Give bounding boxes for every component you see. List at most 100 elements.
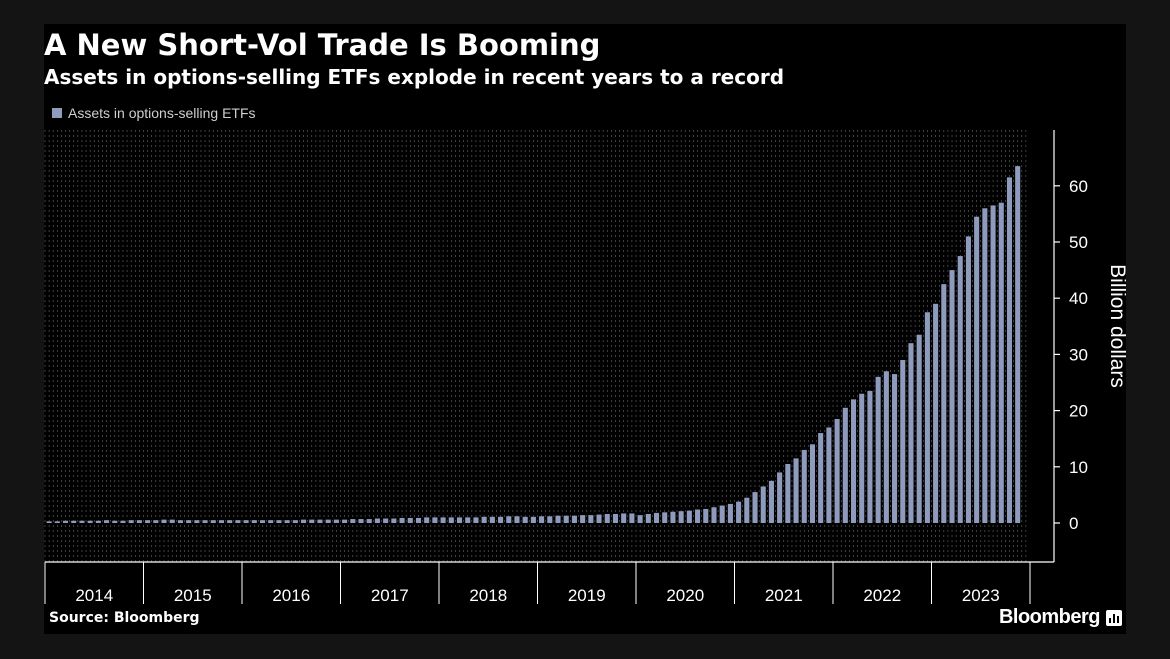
y-tick-label: 60 [1069,177,1088,196]
bar [112,520,118,523]
bar [530,516,536,523]
legend-label: Assets in options-selling ETFs [68,105,256,121]
bar [850,399,857,523]
bar [153,520,159,523]
bar [325,519,331,523]
bar [71,520,77,523]
bar [719,505,725,523]
bar [924,312,930,523]
bar [818,433,824,523]
bar [251,520,257,523]
bar [46,521,52,523]
y-axis-label: Billion dollars [1106,264,1126,388]
bar [514,516,520,523]
bar [809,444,816,523]
x-tick-label: 2022 [863,586,901,604]
bar [424,517,430,523]
x-tick-labels: 2014 2015 2016 2017 2018 2019 2020 2021 2022 2023 [75,586,999,604]
bar [54,521,60,523]
bar [900,360,906,523]
bar [145,520,151,523]
bar [695,509,701,523]
bar [292,520,298,523]
bar [62,520,69,523]
bar [760,486,766,523]
bar [949,270,955,523]
bar [1006,177,1013,523]
bar [309,519,315,523]
bar [350,519,356,523]
bar [834,419,840,523]
legend: Assets in options-selling ETFs [52,105,256,121]
bar [358,519,364,523]
bar [793,458,799,523]
bar [916,334,922,523]
bar [645,514,651,523]
bar [908,343,914,523]
bar [859,393,865,523]
y-tick-label: 50 [1069,233,1088,252]
bar [785,463,791,523]
bar [407,517,413,523]
bar [194,520,200,523]
bar [186,520,192,523]
bar [1015,166,1021,523]
x-tick-label: 2020 [666,586,704,604]
bar [670,511,676,523]
bar [333,519,339,523]
bar [210,520,216,523]
bar [768,480,774,523]
bar [506,516,512,523]
bar [235,520,241,523]
bar [621,513,627,523]
x-tick-label: 2016 [272,586,310,604]
bar [366,519,372,523]
bar [957,256,963,523]
bar [711,507,717,523]
bar [974,216,980,523]
bar [612,514,619,523]
bar [342,519,348,523]
bar [982,208,988,523]
y-tick-label: 10 [1069,458,1088,477]
legend-swatch [52,108,62,118]
bar [867,390,873,523]
bar [268,520,274,523]
bar [489,516,495,523]
bar [933,303,939,523]
bar [317,519,323,523]
chart-subtitle: Assets in options-selling ETFs explode i… [44,65,785,89]
bar [941,284,947,523]
chart-frame: A New Short-Vol Trade Is Booming Assets … [44,24,1126,634]
bar [169,519,175,523]
bar [440,517,446,523]
x-tick-label: 2015 [174,586,212,604]
bar [432,517,438,523]
bar [736,501,742,523]
bar [965,236,971,523]
bar [653,512,660,523]
bar [415,517,422,523]
bar [383,518,389,523]
bar [399,517,405,523]
x-tick-label: 2023 [962,586,1000,604]
bar [465,517,471,523]
gridlines [44,130,1027,562]
bar [481,516,487,523]
x-tick-label: 2019 [568,586,606,604]
bar [374,518,380,523]
y-tick-labels: 0 10 20 30 40 50 60 [1069,177,1088,533]
bars [46,166,1021,523]
bar [301,519,307,523]
bar [202,520,208,523]
bar [883,371,889,523]
x-tick-label: 2018 [469,586,507,604]
bar [752,492,758,523]
bar [79,520,85,523]
bar [777,472,783,523]
x-tick-label: 2017 [371,586,409,604]
bar [727,503,733,523]
bar [596,514,602,523]
bar [662,512,668,523]
